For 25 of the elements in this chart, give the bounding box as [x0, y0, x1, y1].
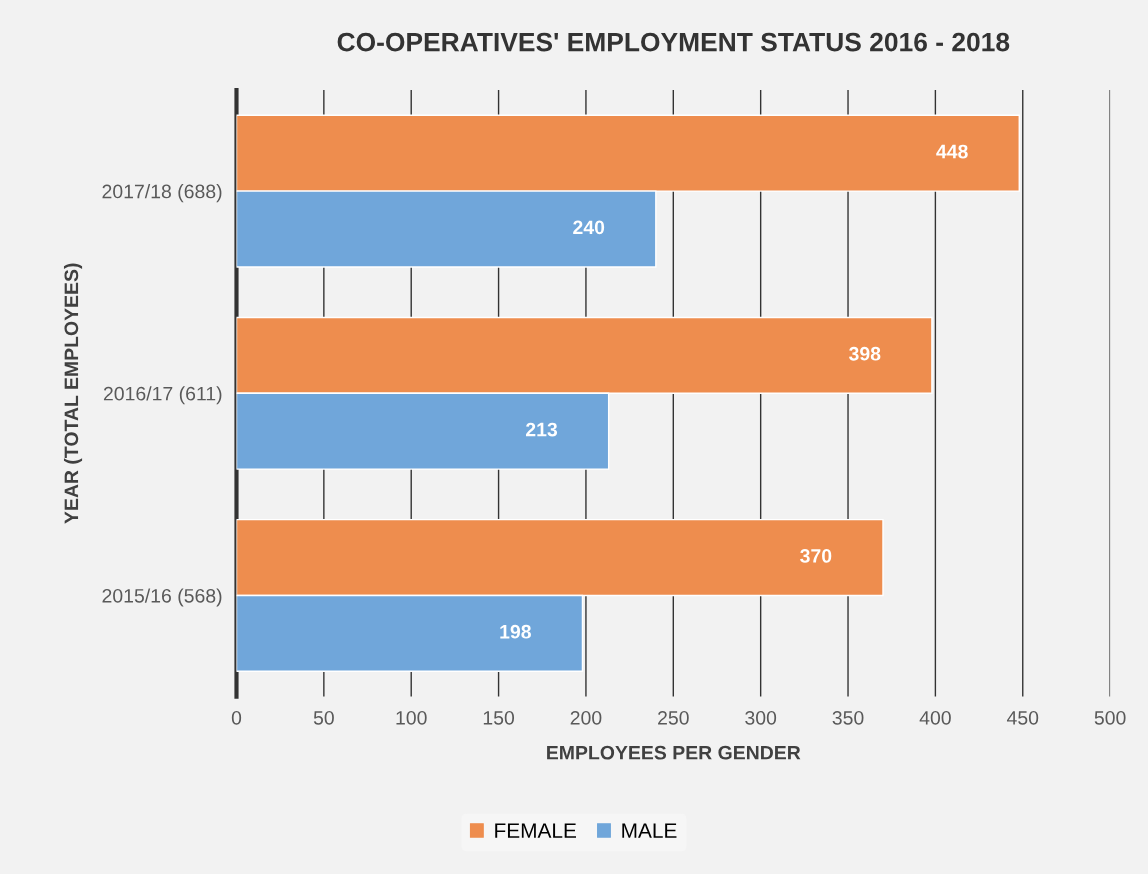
x-tick-label: 200 — [570, 710, 602, 725]
x-tick-label: 300 — [745, 710, 777, 725]
x-tick-label: 350 — [832, 710, 864, 725]
x-tick-label: 400 — [919, 710, 951, 725]
data-label: 198 — [500, 624, 531, 639]
data-label: 370 — [800, 549, 832, 563]
data-label: 398 — [849, 346, 881, 361]
x-tick-label: 500 — [1094, 710, 1126, 725]
y-tick-label: 2015/16 (568) — [102, 588, 222, 607]
x-tick-label: 150 — [483, 710, 515, 725]
x-tick-label: 450 — [1006, 710, 1039, 725]
x-tick-label: 0 — [231, 710, 242, 725]
chart-title: CO-OPERATIVES' EMPLOYMENT STATUS 2016 - 2018 — [337, 32, 1010, 52]
x-axis-title: EMPLOYEES PER GENDER — [547, 745, 801, 760]
data-label: 213 — [525, 422, 558, 437]
x-tick-label: 250 — [658, 710, 689, 725]
x-tick-label: 50 — [313, 710, 334, 725]
legend-label: MALE — [622, 823, 677, 838]
y-tick-label: 2017/18 (688) — [102, 184, 222, 203]
data-label: 448 — [936, 144, 968, 159]
legend-label: FEMALE — [495, 823, 576, 838]
y-axis-title: YEAR (TOTAL EMPLOYEES) — [63, 263, 83, 524]
x-tick-label: 100 — [396, 710, 427, 725]
data-label: 240 — [573, 220, 605, 235]
y-tick-label: 2016/17 (611) — [103, 386, 222, 405]
